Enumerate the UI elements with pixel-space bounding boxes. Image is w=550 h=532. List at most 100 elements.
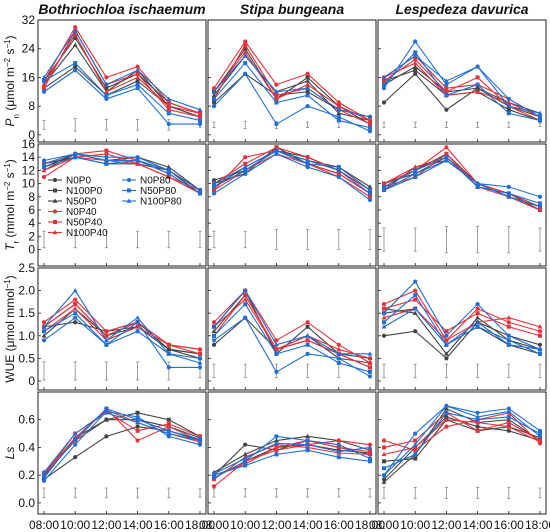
series-n50p40 xyxy=(212,145,372,193)
point-n0p80 xyxy=(367,374,373,379)
point-n0p80 xyxy=(413,279,418,284)
point-n50p80 xyxy=(104,93,109,98)
point-n50p0 xyxy=(166,346,172,352)
series-n50p80 xyxy=(382,50,542,123)
point-n0p40 xyxy=(243,155,248,160)
point-n100p40 xyxy=(274,96,279,101)
error-bar xyxy=(243,363,247,379)
y-tick-label: 0.6 xyxy=(18,413,35,427)
y-tick-label: 1.5 xyxy=(18,306,35,320)
y-axis-label: Pn (μmol m−2 s−1) xyxy=(3,36,21,127)
point-n0p40 xyxy=(367,442,373,447)
point-n0p80 xyxy=(211,338,217,343)
point-n100p80 xyxy=(367,190,373,196)
legend-label: N50P40 xyxy=(66,218,103,229)
error-bar xyxy=(337,488,341,498)
point-n50p40 xyxy=(538,207,542,212)
point-n50p40 xyxy=(475,75,480,80)
series-n100p80 xyxy=(41,151,203,192)
point-n100p80 xyxy=(274,89,279,94)
point-n0p40 xyxy=(104,75,109,80)
point-n0p40 xyxy=(305,320,310,325)
error-bar xyxy=(42,361,46,381)
point-n50p0 xyxy=(305,433,310,439)
legend-label: N100P40 xyxy=(66,228,108,239)
point-n100p40 xyxy=(242,49,248,55)
series-n100p80 xyxy=(381,157,543,209)
series-line xyxy=(213,289,371,368)
point-n50p80 xyxy=(42,165,46,170)
point-n100p80 xyxy=(537,433,543,439)
point-n0p0 xyxy=(475,424,480,429)
point-n0p80 xyxy=(41,478,47,483)
point-n50p80 xyxy=(104,342,109,347)
y-tick-label: 4 xyxy=(28,216,35,230)
point-n0p80 xyxy=(41,89,47,94)
point-n0p80 xyxy=(381,86,387,91)
point-n50p80 xyxy=(538,201,542,206)
point-n100p80 xyxy=(41,161,47,166)
point-n50p80 xyxy=(305,448,310,453)
point-n50p40 xyxy=(166,107,171,112)
point-n0p40 xyxy=(104,329,109,334)
x-tick-label: 14:00 xyxy=(463,518,493,532)
point-n0p40 xyxy=(444,424,449,429)
point-n50p40 xyxy=(243,293,248,298)
point-n100p0 xyxy=(135,410,140,415)
panel-frame xyxy=(377,267,547,391)
point-n50p80 xyxy=(506,191,511,196)
point-n0p0 xyxy=(444,356,449,361)
point-n0p0 xyxy=(135,424,140,429)
error-bar xyxy=(444,486,448,499)
point-n100p80 xyxy=(72,28,78,33)
point-n50p80 xyxy=(413,168,418,173)
series-line xyxy=(383,159,541,211)
y-tick-label: 16 xyxy=(22,137,36,151)
legend-label: N0P80 xyxy=(140,176,171,187)
point-n100p40 xyxy=(242,297,248,302)
error-bar xyxy=(167,361,171,381)
legend-label: N100P0 xyxy=(66,186,103,197)
point-n100p80 xyxy=(166,96,172,101)
series-n100p80 xyxy=(211,440,373,476)
series-n100p80 xyxy=(211,53,373,119)
point-n100p80 xyxy=(242,164,248,169)
point-n0p80 xyxy=(197,442,203,447)
error-bar xyxy=(382,363,386,379)
point-n0p80 xyxy=(41,158,47,163)
point-n0p0 xyxy=(413,71,418,76)
point-n50p80 xyxy=(506,338,511,343)
point-n100p80 xyxy=(135,67,140,73)
point-n100p40 xyxy=(336,103,342,108)
point-n0p80 xyxy=(336,356,341,361)
x-tick-label: 16:00 xyxy=(154,518,184,532)
point-n100p40 xyxy=(41,167,47,173)
error-bar xyxy=(212,488,216,498)
point-n100p80 xyxy=(444,342,449,347)
error-bar xyxy=(507,363,511,379)
point-n50p80 xyxy=(127,188,131,193)
point-n50p80 xyxy=(243,61,248,66)
point-n100p80 xyxy=(381,324,387,329)
panel-ls-1 xyxy=(37,391,207,515)
series-n0p80 xyxy=(211,151,373,203)
point-n50p80 xyxy=(413,452,418,457)
series-n50p40 xyxy=(382,151,542,212)
point-n100p80 xyxy=(367,444,373,450)
point-n0p0 xyxy=(381,477,387,482)
series-n100p80 xyxy=(381,53,543,116)
point-n0p80 xyxy=(243,171,248,176)
point-n100p40 xyxy=(537,439,543,444)
legend-item-n100p0: N100P0 xyxy=(48,186,103,197)
point-n100p80 xyxy=(305,157,310,163)
point-n100p80 xyxy=(197,187,203,192)
panel-wue-1 xyxy=(37,267,207,391)
y-tick-label: 2.5 xyxy=(18,261,35,275)
point-n50p80 xyxy=(166,171,171,176)
point-n100p80 xyxy=(336,107,342,112)
series-line xyxy=(213,153,371,194)
point-n50p0 xyxy=(412,310,418,315)
error-bar xyxy=(198,488,202,498)
point-n100p0 xyxy=(506,107,511,112)
x-tick-label: 18:00 xyxy=(355,518,385,532)
